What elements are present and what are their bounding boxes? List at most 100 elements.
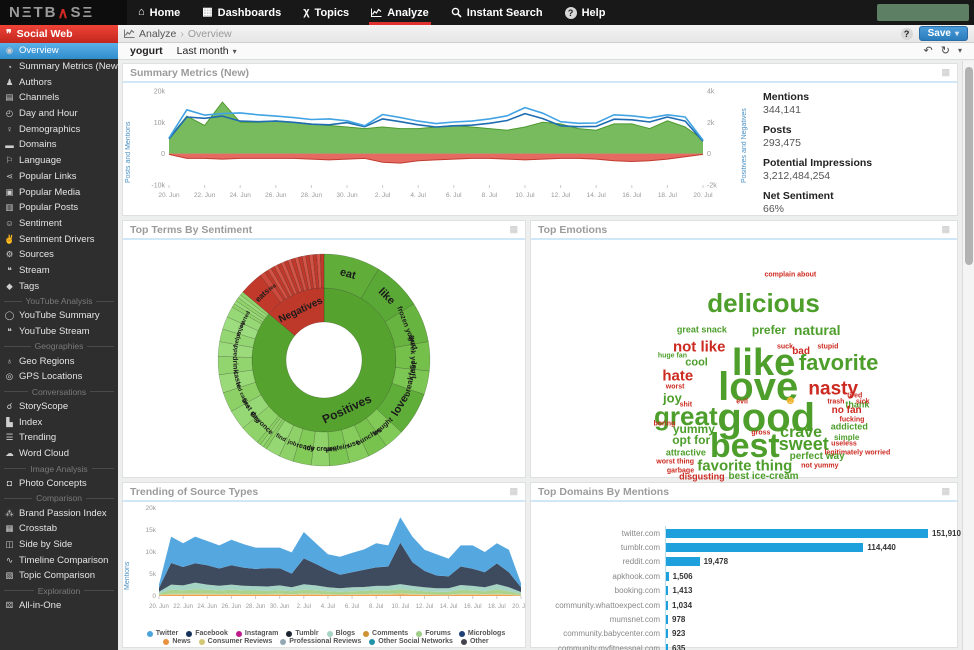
sidebar-item-side-by-side[interactable]: ◫ Side by Side	[0, 537, 118, 553]
domain-label[interactable]: community.whattoexpect.com	[555, 600, 660, 610]
cloud-word[interactable]: worst thing	[656, 458, 694, 466]
cloud-word[interactable]: nasty	[808, 378, 859, 400]
cloud-word[interactable]: disgusting	[679, 471, 725, 482]
cloud-word[interactable]: not like	[672, 338, 726, 356]
legend-item-other[interactable]: Other	[460, 638, 489, 645]
legend-item-blogs[interactable]: Blogs	[326, 630, 355, 637]
domain-bar[interactable]	[666, 528, 928, 538]
time-range-dropdown[interactable]: Last month ▾	[177, 45, 237, 57]
domain-label[interactable]: mumsnet.com	[609, 615, 660, 625]
sidebar-item-youtube-stream[interactable]: ❝ YouTube Stream	[0, 324, 118, 340]
sidebar-item-popular-posts[interactable]: ▥ Popular Posts	[0, 200, 118, 216]
sidebar-item-sentiment-drivers[interactable]: ✌ Sentiment Drivers	[0, 231, 118, 247]
cloud-word[interactable]: great	[654, 400, 718, 431]
legend-item-microblogs[interactable]: Microblogs	[458, 630, 505, 637]
help-icon[interactable]: ?	[900, 27, 913, 40]
panel-chart-options-icon[interactable]: ▦	[941, 67, 950, 77]
nav-item-home[interactable]: ⌂ Home	[127, 0, 191, 25]
cloud-word[interactable]: joy	[663, 390, 682, 406]
cloud-word[interactable]: perfect way	[789, 451, 845, 463]
cloud-word[interactable]: sick	[855, 398, 870, 406]
legend-item-tumblr[interactable]: Tumblr	[286, 630, 319, 637]
domain-bar[interactable]	[666, 600, 668, 610]
legend-item-other-social-networks[interactable]: Other Social Networks	[369, 638, 453, 645]
sidebar-item-overview[interactable]: ◉ Overview	[0, 43, 118, 59]
cloud-word[interactable]: hate	[662, 367, 694, 385]
cloud-word[interactable]: complain about	[764, 271, 817, 279]
domain-label[interactable]: twitter.com	[621, 528, 660, 538]
sidebar-item-authors[interactable]: ♟ Authors	[0, 74, 118, 90]
cloud-word[interactable]: attractive	[665, 447, 706, 458]
legend-item-instagram[interactable]: Instagram	[235, 630, 278, 637]
cloud-word[interactable]: worst	[665, 383, 685, 391]
sidebar-item-stream[interactable]: ❝ Stream	[0, 263, 118, 279]
breadcrumb-app[interactable]: Analyze	[139, 27, 177, 40]
sidebar-header-social-web[interactable]: ❞ Social Web	[0, 25, 118, 43]
save-button[interactable]: Save ▾	[918, 26, 968, 41]
summary-metrics-chart[interactable]: 20k 10k 0 -10k 4k 2k 0 -2k 20. Jun 22. Jun 24. Jun…	[137, 85, 737, 211]
cloud-word[interactable]: addicted	[830, 421, 868, 432]
cloud-word[interactable]: thank	[845, 399, 870, 410]
nav-item-analyze[interactable]: Analyze	[360, 0, 440, 25]
refresh-icon[interactable]: ↻	[940, 44, 950, 57]
cloud-word[interactable]: yummy	[672, 421, 715, 436]
nav-item-topics[interactable]: χ Topics	[292, 0, 360, 25]
domain-label[interactable]: apkhook.com	[612, 571, 660, 581]
cloud-word[interactable]: garbage	[666, 467, 695, 475]
sidebar-item-index[interactable]: ▙ Index	[0, 414, 118, 430]
cloud-word[interactable]: opt for	[672, 432, 711, 447]
nav-item-help[interactable]: ? Help	[554, 0, 617, 25]
legend-item-consumer-reviews[interactable]: Consumer Reviews	[198, 638, 272, 645]
cloud-word[interactable]: no fan	[831, 405, 862, 417]
sidebar-item-language[interactable]: ⚐ Language	[0, 153, 118, 169]
user-account-redacted[interactable]	[877, 4, 969, 21]
legend-item-comments[interactable]: Comments	[363, 630, 408, 637]
domain-bar[interactable]	[666, 586, 669, 596]
panel-chart-options-icon[interactable]: ▦	[509, 486, 518, 496]
legend-item-professional-reviews[interactable]: Professional Reviews	[280, 638, 361, 645]
panel-chart-options-icon[interactable]: ▦	[941, 486, 950, 496]
sidebar-item-sources[interactable]: ⚙ Sources	[0, 247, 118, 263]
cloud-word[interactable]: prefer	[751, 322, 786, 337]
sidebar-item-timeline-comparison[interactable]: ∿ Timeline Comparison	[0, 552, 118, 568]
cloud-word[interactable]: good	[717, 395, 816, 440]
cloud-word[interactable]: natural	[793, 321, 841, 338]
legend-item-forums[interactable]: Forums	[416, 630, 451, 637]
cloud-word[interactable]: crave	[780, 424, 822, 442]
panel-chart-options-icon[interactable]: ▦	[509, 224, 518, 234]
nav-item-dashboards[interactable]: ▦ Dashboards	[191, 0, 292, 25]
cloud-word[interactable]: tired	[847, 392, 863, 400]
cloud-word[interactable]: best	[709, 427, 780, 466]
cloud-word[interactable]: like	[731, 341, 796, 384]
sidebar-item-domains[interactable]: ▬ Domains	[0, 137, 118, 153]
cloud-word[interactable]: suck	[777, 343, 793, 351]
sidebar-item-popular-media[interactable]: ▣ Popular Media	[0, 184, 118, 200]
sidebar-item-youtube-summary[interactable]: ◯ YouTube Summary	[0, 308, 118, 324]
cloud-word[interactable]: useless	[831, 440, 857, 448]
legend-item-twitter[interactable]: Twitter	[146, 630, 178, 637]
sidebar-item-demographics[interactable]: ♀ Demographics	[0, 121, 118, 137]
domain-bar[interactable]	[666, 615, 668, 625]
domain-label[interactable]: community.babycenter.com	[563, 629, 660, 639]
sidebar-item-photo-concepts[interactable]: ◘ Photo Concepts	[0, 476, 118, 492]
cloud-word[interactable]: huge fan	[657, 352, 688, 360]
sidebar-item-all-in-one[interactable]: ⚄ All-in-One	[0, 598, 118, 614]
sidebar-item-gps-locations[interactable]: ◎ GPS Locations	[0, 369, 118, 385]
panel-chart-options-icon[interactable]: ▦	[941, 224, 950, 234]
undo-icon[interactable]: ↶	[923, 44, 933, 57]
sidebar-item-brand-passion-index[interactable]: ⁂ Brand Passion Index	[0, 505, 118, 521]
sidebar-item-day-and-hour[interactable]: ◴ Day and Hour	[0, 106, 118, 122]
cloud-word[interactable]: gross	[751, 429, 771, 437]
sidebar-item-summary-metrics-new[interactable]: ◔ Summary Metrics (New)	[0, 59, 118, 75]
source-types-stacked-chart[interactable]: 0 5k 10k 15k 20k 20. Jun 22. Jun 24. Jun 26. Jun…	[133, 504, 525, 626]
sidebar-item-word-cloud[interactable]: ☁ Word Cloud	[0, 446, 118, 462]
sidebar-item-storyscope[interactable]: ☌ StoryScope	[0, 399, 118, 415]
cloud-word[interactable]: stupid	[817, 343, 839, 351]
sidebar-item-tags[interactable]: ◆ Tags	[0, 278, 118, 294]
netbase-logo[interactable]: NΞTB ∧ SΞ	[0, 0, 127, 25]
cloud-word[interactable]: sweet	[778, 434, 829, 455]
cloud-word[interactable]: best ice-cream	[728, 471, 799, 483]
cloud-word[interactable]: love	[718, 365, 799, 409]
cloud-word[interactable]: delicious	[707, 288, 820, 319]
